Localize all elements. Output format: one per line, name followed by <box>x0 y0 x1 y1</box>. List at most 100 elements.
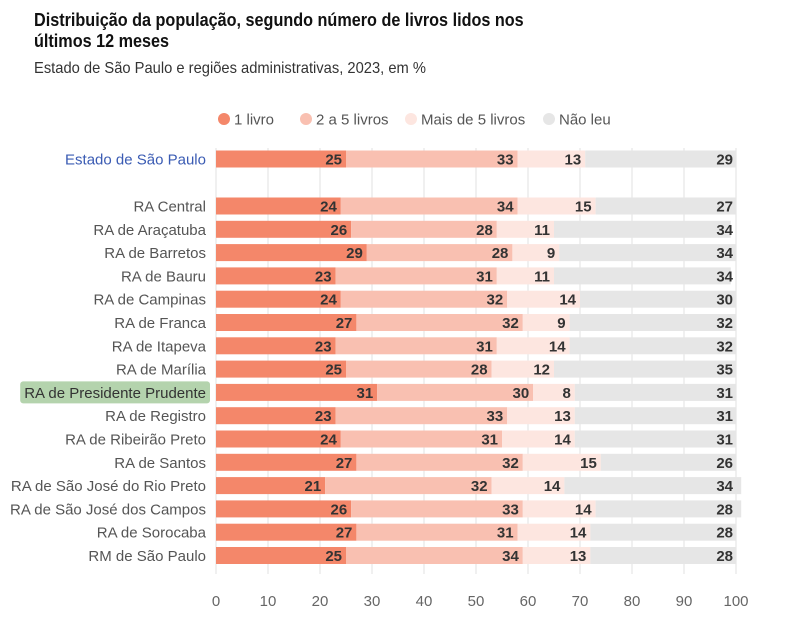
value-label: 31 <box>357 385 374 402</box>
value-label: 11 <box>534 268 550 285</box>
value-label: 25 <box>325 362 342 379</box>
bar-segment-2-a-5-livros <box>335 407 508 425</box>
bar-segment-2-a-5-livros <box>356 523 518 541</box>
value-label: 15 <box>580 455 597 472</box>
bar-segment-mais-de-5-livros <box>512 244 560 262</box>
x-tick-label: 10 <box>260 593 277 610</box>
bar-segment-mais-de-5-livros <box>522 500 596 518</box>
value-label: 32 <box>716 315 733 332</box>
value-label: 23 <box>315 408 332 425</box>
bar-segment-1-livro <box>216 547 346 564</box>
value-label: 26 <box>716 455 733 472</box>
value-label: 14 <box>570 525 587 542</box>
bar-segment-nao-leu <box>600 453 736 471</box>
value-label: 27 <box>716 199 733 216</box>
value-label: 33 <box>487 408 504 425</box>
bar-segment-mais-de-5-livros <box>517 523 591 541</box>
value-label: 14 <box>559 292 576 309</box>
bar-segment-mais-de-5-livros <box>533 383 575 401</box>
category-label: RA de Marília <box>116 362 207 379</box>
value-label: 32 <box>502 315 519 332</box>
bar-segment-1-livro <box>216 430 341 448</box>
bar-segment-mais-de-5-livros <box>522 547 591 564</box>
bar-segment-2-a-5-livros <box>351 220 497 238</box>
bar-segment-1-livro <box>216 197 341 215</box>
value-label: 24 <box>320 199 337 216</box>
value-label: 12 <box>533 362 550 379</box>
x-tick-label: 60 <box>520 593 537 610</box>
bar-segment-1-livro <box>216 453 357 471</box>
legend: 1 livro 2 a 5 livros Mais de 5 livros Não l… <box>218 112 611 129</box>
bar-segment-1-livro <box>216 290 341 308</box>
bar-segment-1-livro <box>216 523 357 541</box>
bar-segment-mais-de-5-livros <box>496 337 570 355</box>
bar-segment-2-a-5-livros <box>346 150 518 168</box>
bar-segment-2-a-5-livros <box>377 383 534 401</box>
bar-segment-mais-de-5-livros <box>496 220 554 238</box>
value-label: 31 <box>476 268 493 285</box>
bar-segment-nao-leu <box>559 244 736 262</box>
value-label: 15 <box>575 199 592 216</box>
bar-segment-nao-leu <box>585 150 736 168</box>
value-label: 30 <box>513 385 530 402</box>
x-tick-label: 100 <box>723 593 748 610</box>
value-label: 28 <box>492 245 509 262</box>
bar-segment-mais-de-5-livros <box>491 477 565 495</box>
bar-segment-2-a-5-livros <box>351 500 523 518</box>
bar-segment-2-a-5-livros <box>340 197 518 215</box>
bar-segment-nao-leu <box>590 547 736 564</box>
category-labels: Estado de São Paulo RA Central RA de Araça… <box>10 152 210 565</box>
value-label: 28 <box>716 548 733 565</box>
legend-label-2-a-5-livros: 2 a 5 livros <box>316 112 389 129</box>
bar-segment-2-a-5-livros <box>340 290 508 308</box>
bar-segment-nao-leu <box>574 430 736 448</box>
bar-segment-nao-leu <box>574 383 736 401</box>
bar-segment-nao-leu <box>554 360 736 378</box>
value-label: 24 <box>320 432 337 449</box>
value-label: 26 <box>331 222 348 239</box>
value-label: 31 <box>481 432 498 449</box>
bar-segment-2-a-5-livros <box>335 267 497 285</box>
value-label: 34 <box>716 478 733 495</box>
x-tick-label: 80 <box>624 593 641 610</box>
value-label: 28 <box>471 362 488 379</box>
value-label: 32 <box>502 455 519 472</box>
value-label: 23 <box>315 268 332 285</box>
bar-segment-nao-leu <box>554 267 731 285</box>
value-label: 26 <box>331 501 348 518</box>
bar-segment-nao-leu <box>590 523 736 541</box>
bar-segment-2-a-5-livros <box>325 477 492 495</box>
legend-label-1-livro: 1 livro <box>234 112 274 129</box>
bar-segment-nao-leu <box>595 500 742 518</box>
bar-segment-mais-de-5-livros <box>517 197 596 215</box>
bar-segment-2-a-5-livros <box>335 337 497 355</box>
bar-segment-mais-de-5-livros <box>522 453 601 471</box>
category-label: RA de Araçatuba <box>93 222 206 239</box>
legend-swatch-2-a-5-livros <box>300 113 312 125</box>
value-label: 27 <box>336 525 353 542</box>
value-label: 31 <box>497 525 514 542</box>
bar-segment-1-livro <box>216 314 357 331</box>
bar-segment-nao-leu <box>554 220 731 238</box>
x-tick-label: 70 <box>572 593 589 610</box>
category-label: RA de Registro <box>105 408 206 425</box>
bar-segment-2-a-5-livros <box>356 314 523 331</box>
value-label: 9 <box>557 315 565 332</box>
x-tick-label: 50 <box>468 593 485 610</box>
value-label: 27 <box>336 315 353 332</box>
value-label: 25 <box>325 548 342 565</box>
value-label: 34 <box>716 268 733 285</box>
highlight-background <box>20 381 210 404</box>
value-label: 31 <box>716 408 733 425</box>
value-label: 33 <box>502 501 519 518</box>
bar-segment-1-livro <box>216 220 352 238</box>
bar-segment-nao-leu <box>580 290 736 308</box>
legend-swatch-nao-leu <box>543 113 555 125</box>
bar-segment-mais-de-5-livros <box>507 407 575 425</box>
value-label: 34 <box>502 548 519 565</box>
legend-label-nao-leu: Não leu <box>559 112 611 129</box>
value-label: 29 <box>716 152 733 169</box>
category-label: RA de Santos <box>114 455 206 472</box>
bar-segment-1-livro <box>216 360 346 378</box>
bar-segment-1-livro <box>216 150 346 168</box>
